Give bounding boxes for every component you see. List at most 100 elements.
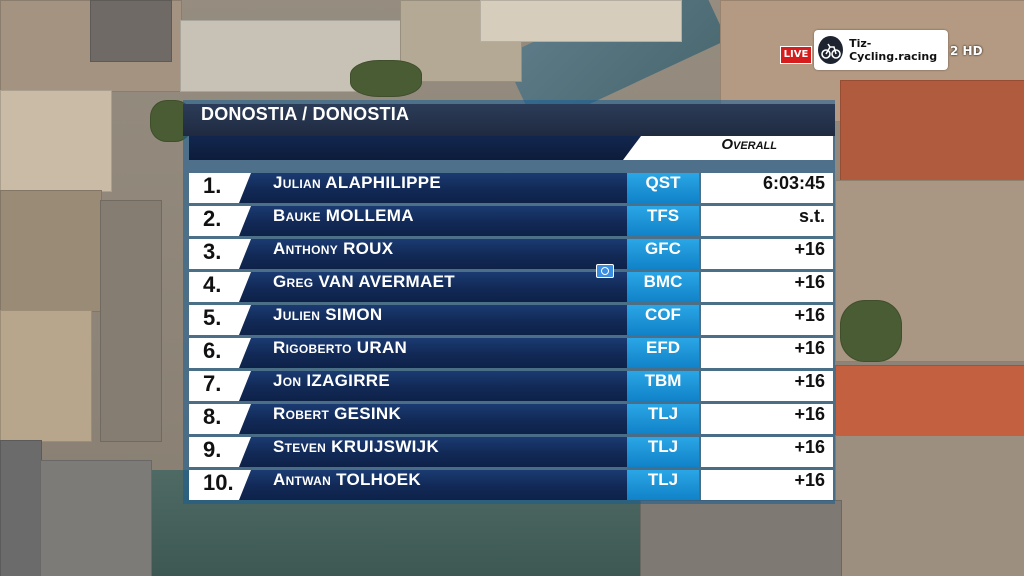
standings-row: 3. Anthony ROUX GFC +16 [189, 239, 833, 269]
live-badge: LIVE [780, 46, 812, 64]
rider-name: Bauke MOLLEMA [273, 206, 414, 225]
rider-name: Julien SIMON [273, 305, 383, 324]
building [90, 0, 172, 62]
standings-row: 1. Julian ALAPHILIPPE QST 6:03:45 [189, 173, 833, 203]
channel-logo: 2 HD [950, 44, 983, 58]
position: 3. [203, 239, 222, 264]
time-cell: +16 [701, 437, 833, 467]
rider-name: Antwan TOLHOEK [273, 470, 421, 489]
team-cell: TLJ [627, 437, 699, 467]
rider-cell [239, 470, 631, 500]
position: 4. [203, 272, 222, 297]
rider-name: Anthony ROUX [273, 239, 394, 258]
team-cell: TBM [627, 371, 699, 401]
time-gap: +16 [794, 437, 825, 457]
rider-cell [239, 305, 631, 335]
trees [840, 300, 902, 362]
trees [350, 60, 422, 97]
standings-row: 10. Antwan TOLHOEK TLJ +16 [189, 470, 833, 500]
road [640, 500, 842, 576]
team-code: QST [645, 173, 681, 192]
time-cell: +16 [701, 338, 833, 368]
camera-icon[interactable] [596, 264, 614, 278]
team-code: EFD [646, 338, 680, 357]
watermark: Tiz-Cycling.racing [814, 30, 948, 70]
position: 6. [203, 338, 222, 363]
position: 1. [203, 173, 222, 198]
building [0, 190, 102, 312]
watermark-text: Tiz-Cycling.racing [849, 37, 938, 63]
team-code: GFC [645, 239, 681, 258]
rider-name: Julian ALAPHILIPPE [273, 173, 442, 192]
rider-cell [239, 338, 631, 368]
team-cell: GFC [627, 239, 699, 269]
classification-label: Overall [721, 136, 777, 153]
time-cell: 6:03:45 [701, 173, 833, 203]
building [480, 0, 682, 42]
team-code: BMC [643, 272, 683, 291]
rider-cell [239, 206, 631, 236]
team-cell: BMC [627, 272, 699, 302]
tiz-logo-icon [818, 36, 844, 64]
position: 2. [203, 206, 222, 231]
team-code: TFS [646, 206, 680, 225]
time-cell: +16 [701, 239, 833, 269]
time-cell: +16 [701, 305, 833, 335]
stage-title: DONOSTIA / DONOSTIA [201, 104, 410, 124]
position: 8. [203, 404, 222, 429]
time-cell: +16 [701, 470, 833, 500]
position: 9. [203, 437, 222, 462]
standings-panel: DONOSTIA / DONOSTIA Overall 1. Julian AL… [183, 96, 835, 504]
standings-row: 9. Steven KRUIJSWIJK TLJ +16 [189, 437, 833, 467]
standings-row: 5. Julien SIMON COF +16 [189, 305, 833, 335]
rider-cell [239, 371, 631, 401]
building [40, 460, 152, 576]
rider-cell [239, 272, 631, 302]
time-gap: +16 [794, 404, 825, 424]
classification-bar: Overall [189, 136, 833, 160]
team-code: TLJ [647, 404, 679, 423]
panel-frame [183, 100, 835, 504]
time-gap: +16 [794, 239, 825, 259]
building [0, 310, 92, 442]
time-cell: s.t. [701, 206, 833, 236]
time-gap: +16 [794, 272, 825, 292]
time-cell: +16 [701, 272, 833, 302]
rider-cell [239, 239, 631, 269]
rider-cell [239, 173, 631, 203]
team-cell: QST [627, 173, 699, 203]
rider-name: Jon IZAGIRRE [273, 371, 391, 390]
time-gap: +16 [794, 338, 825, 358]
team-code: TLJ [647, 470, 679, 489]
team-code: COF [645, 305, 681, 324]
time-cell: +16 [701, 404, 833, 434]
street [100, 200, 162, 442]
standings-row: 6. Rigoberto URAN EFD +16 [189, 338, 833, 368]
rooftops [835, 365, 1024, 437]
building [0, 440, 42, 576]
standings-row: 4. Greg VAN AVERMAET BMC +16 [189, 272, 833, 302]
standings-list: 1. Julian ALAPHILIPPE QST 6:03:45 2. Bau… [189, 173, 833, 503]
position: 10. [203, 470, 234, 495]
rider-name: Rigoberto URAN [273, 338, 408, 357]
position: 7. [203, 371, 222, 396]
standings-row: 2. Bauke MOLLEMA TFS s.t. [189, 206, 833, 236]
rider-cell [239, 437, 631, 467]
team-cell: EFD [627, 338, 699, 368]
building [835, 435, 1024, 576]
building [0, 90, 112, 192]
standings-row: 7. Jon IZAGIRRE TBM +16 [189, 371, 833, 401]
team-cell: TLJ [627, 404, 699, 434]
time-cell: +16 [701, 371, 833, 401]
position: 5. [203, 305, 222, 330]
rider-name: Steven KRUIJSWIJK [273, 437, 440, 456]
team-code: TLJ [647, 437, 679, 456]
team-cell: TLJ [627, 470, 699, 500]
time-gap: s.t. [798, 206, 825, 226]
time-gap: +16 [794, 371, 825, 391]
team-cell: TFS [627, 206, 699, 236]
time-gap: +16 [794, 305, 825, 325]
time-gap: 6:03:45 [762, 173, 825, 193]
rooftops [840, 80, 1024, 182]
team-cell: COF [627, 305, 699, 335]
